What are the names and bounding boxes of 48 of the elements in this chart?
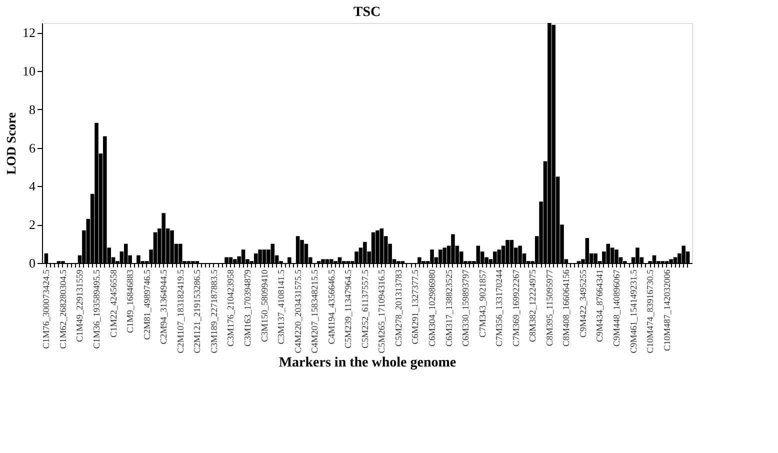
x-tick-label: C8M382_12224975 <box>528 269 538 342</box>
x-tick-label: C6M330_159893797 <box>460 269 471 347</box>
x-tick-label: C6M317_138823525 <box>444 269 454 347</box>
x-tick-label: C6M291_1327377.5 <box>410 269 420 344</box>
x-tick-label: C7M356_133170244 <box>494 269 504 347</box>
x-tick-label: C3M176_210423958 <box>226 269 236 347</box>
x-tick-label: C2M107_183182419.5 <box>175 269 186 354</box>
y-tick-label: 6 <box>29 140 36 156</box>
x-tick-label: C2M94_31364944.5 <box>158 269 169 344</box>
x-tick-label: C2M121_219153286.5 <box>192 269 202 354</box>
x-tick-label: C10M487_142032006 <box>662 269 672 352</box>
x-tick-label: C8M395_115095977 <box>544 269 554 346</box>
x-axis-title: Markers in the whole genome <box>278 355 456 370</box>
y-tick-label: 8 <box>29 102 36 117</box>
y-tick-label: 0 <box>29 256 36 270</box>
x-tick-label: C1M49_229131559 <box>74 269 85 342</box>
x-tick-label: C5M252_61137557.5 <box>360 269 370 348</box>
x-tick-label: C1M62_268280304.5 <box>58 269 68 349</box>
x-tick-label: C5M278_201313783 <box>393 269 404 347</box>
x-tick-label: C9M434_87664341 <box>594 270 605 342</box>
x-tick-label: C9M448_140896067 <box>612 269 622 347</box>
x-tick-label: C4M194_4356646.5 <box>326 269 336 344</box>
y-axis-title: LOD Score <box>4 112 18 175</box>
y-tick-label: 2 <box>29 217 36 232</box>
x-tick-label: C9M422_3495255 <box>578 269 588 338</box>
x-tick-label: C3M189_227187883.5 <box>208 269 219 354</box>
x-tick-label: C3M150_58099410 <box>259 269 270 342</box>
x-tick-label: C1M36_193589495.5 <box>92 269 102 349</box>
x-tick-label: C7M369_169922267 <box>510 269 521 347</box>
y-tick-label: 4 <box>29 178 36 194</box>
x-tick-label: C2M81_4989746.5 <box>142 269 152 340</box>
x-tick-label: C4M207_158348215.5 <box>310 269 320 354</box>
x-tick-label: C5M239_11347964.5 <box>343 269 354 348</box>
y-tick-label: 12 <box>22 25 36 40</box>
x-tick-label: C10M474_83916730.5 <box>645 269 656 354</box>
x-tick-label: C5M265_171094316.5 <box>376 269 387 354</box>
chart-title: TSC <box>353 5 381 20</box>
x-tick-label: C1M22_42456558 <box>108 269 118 338</box>
x-tick-label: C3M137_4108141.5 <box>276 269 286 344</box>
y-tick-label: 10 <box>22 64 36 78</box>
x-tick-label: C6M304_102986980 <box>427 269 437 347</box>
x-tick-label: C9M461_154149231.5 <box>628 269 638 354</box>
x-tick-label: C1M76_300073424.5 <box>41 269 52 349</box>
x-tick-label: C4M220_203431575.5 <box>292 269 303 354</box>
x-tick-label: C8M408_166064156 <box>561 269 572 347</box>
x-tick-label: C3M163_170394879 <box>242 269 252 347</box>
x-tick-label: C7M343_9021857 <box>477 269 488 338</box>
x-tick-label: C1M9_16846883 <box>125 269 136 334</box>
